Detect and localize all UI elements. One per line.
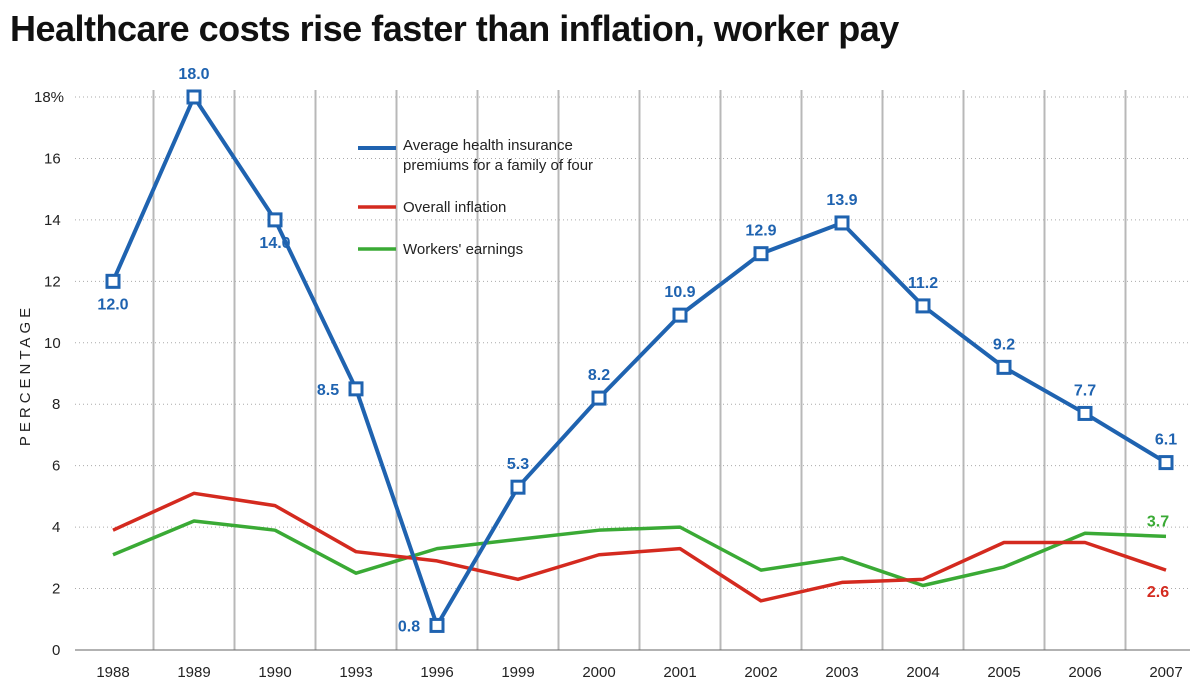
data-point-marker (996, 359, 1012, 375)
y-tick-label: 8 (52, 396, 60, 413)
legend-label: Overall inflation (403, 199, 506, 216)
data-label: 7.7 (1074, 382, 1096, 399)
data-label: 13.9 (826, 192, 857, 209)
x-tick-label: 1993 (339, 664, 372, 681)
data-point-marker (1077, 405, 1093, 421)
data-point-marker (186, 89, 202, 105)
data-point-marker (753, 246, 769, 262)
x-tick-label: 2007 (1149, 664, 1182, 681)
y-tick-label: 12 (44, 273, 61, 290)
x-tick-label: 1990 (258, 664, 291, 681)
y-tick-label: 6 (52, 458, 60, 475)
data-point-marker (834, 215, 850, 231)
x-tick-label: 2005 (987, 664, 1020, 681)
y-axis-label: PERCENTAGE (17, 304, 34, 446)
series-line-2 (112, 519, 1167, 588)
x-tick-label: 2003 (825, 664, 858, 681)
series-line-0 (111, 95, 1168, 628)
chart-title: Healthcare costs rise faster than inflat… (10, 8, 899, 49)
data-label: 12.9 (745, 223, 776, 240)
data-label: 9.2 (993, 336, 1015, 353)
data-label: 18.0 (178, 66, 209, 83)
data-label: 8.5 (317, 382, 339, 399)
data-label: 5.3 (507, 456, 529, 473)
data-point-marker (267, 212, 283, 228)
legend-label: Average health insurance (403, 137, 573, 154)
x-tick-label: 2002 (744, 664, 777, 681)
x-tick-label: 2001 (663, 664, 696, 681)
y-tick-label: 16 (44, 150, 61, 167)
data-point-marker (348, 381, 364, 397)
data-label: 14.0 (259, 235, 290, 252)
data-label: 10.9 (664, 284, 695, 301)
data-label: 11.2 (908, 275, 938, 292)
data-point-marker (105, 273, 121, 289)
data-label: 8.2 (588, 367, 610, 384)
legend-label: premiums for a family of four (403, 157, 593, 174)
data-point-marker (591, 390, 607, 406)
legend-label: Workers' earnings (403, 241, 523, 258)
x-tick-label: 2006 (1068, 664, 1101, 681)
data-label: 6.1 (1155, 432, 1177, 449)
y-tick-label: 14 (44, 212, 61, 229)
series-line-1 (112, 491, 1167, 603)
data-label: 2.6 (1147, 584, 1169, 601)
data-point-marker (429, 617, 445, 633)
y-tick-label: 18% (34, 89, 64, 106)
y-tick-label: 4 (52, 519, 60, 536)
data-label: 3.7 (1147, 513, 1169, 530)
data-label: 0.8 (398, 618, 420, 635)
x-tick-label: 1999 (501, 664, 534, 681)
data-point-marker (510, 479, 526, 495)
x-tick-label: 2004 (906, 664, 939, 681)
data-point-marker (1158, 455, 1174, 471)
y-tick-label: 0 (52, 642, 60, 659)
data-point-marker (915, 298, 931, 314)
x-tick-label: 2000 (582, 664, 615, 681)
x-tick-label: 1996 (420, 664, 453, 681)
data-point-marker (672, 307, 688, 323)
x-tick-label: 1989 (177, 664, 210, 681)
x-tick-label: 1988 (96, 664, 129, 681)
y-tick-label: 2 (52, 581, 60, 598)
data-label: 12.0 (97, 296, 128, 313)
y-tick-label: 10 (44, 335, 61, 352)
